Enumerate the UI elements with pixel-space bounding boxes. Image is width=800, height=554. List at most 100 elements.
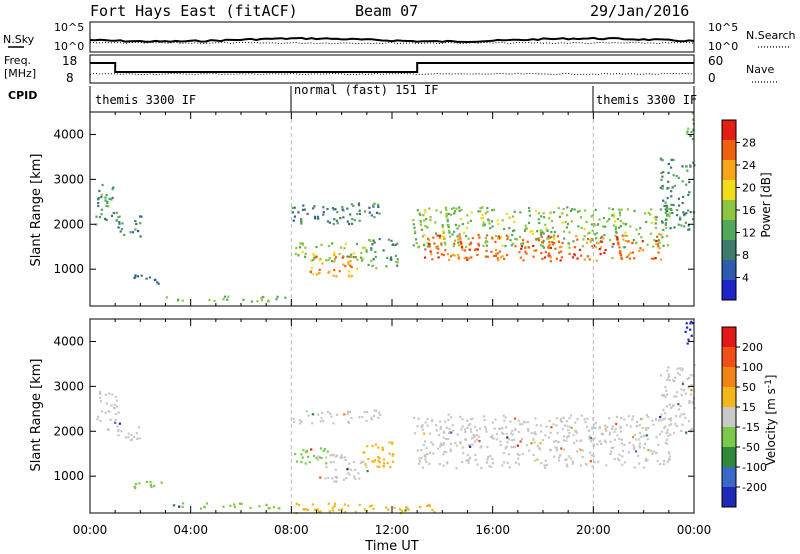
power-cell (374, 250, 377, 254)
power-cell (364, 246, 367, 249)
power-cell (365, 248, 368, 251)
power-cell (502, 227, 506, 231)
power-cell (501, 219, 504, 222)
power-cell (465, 234, 468, 238)
power-cell (664, 218, 667, 221)
power-cell (486, 210, 489, 213)
power-cell (457, 256, 460, 259)
power-cell (451, 233, 454, 236)
velocity-cell (418, 506, 422, 509)
power-cell (369, 239, 372, 242)
velocity-cell (456, 433, 459, 436)
velocity-cell (556, 432, 559, 435)
velocity-cell (333, 505, 336, 508)
velocity-cell (450, 431, 453, 434)
velocity-cell (502, 461, 506, 464)
power-cell (659, 157, 662, 160)
velocity-cell (335, 480, 338, 483)
velocity-cell (679, 367, 682, 370)
power-cell (120, 228, 124, 231)
power-cell (681, 180, 684, 183)
power-cell (687, 193, 690, 197)
velocity-cell (137, 426, 140, 429)
freq-label: Freq. (4, 54, 31, 67)
velocity-cell (679, 405, 682, 408)
power-cell (608, 207, 611, 210)
power-cell (444, 249, 447, 252)
velocity-cell (467, 459, 470, 462)
power-cell (318, 268, 321, 271)
power-cell (326, 207, 329, 211)
power-cell (632, 238, 635, 242)
velocity-cell (435, 424, 438, 427)
power-cell (665, 206, 668, 209)
power-cell (118, 222, 121, 225)
velocity-cell (600, 442, 603, 445)
velocity-cell (576, 418, 579, 421)
colorbar-swatch (722, 367, 736, 388)
power-cell (267, 299, 270, 302)
freq-panel: Freq. [MHz] 18 8 60 0 Nave (4, 54, 778, 85)
velocity-cell (657, 443, 660, 447)
velocity-cell (687, 338, 690, 341)
velocity-cell (549, 448, 552, 451)
power-cell (666, 213, 669, 216)
power-cell (501, 244, 504, 247)
power-cell (375, 211, 379, 214)
velocity-cell (136, 437, 139, 440)
power-cell (322, 210, 325, 214)
velocity-cell (617, 457, 620, 460)
power-cell (468, 243, 471, 246)
power-cell (139, 222, 142, 225)
velocity-cell (428, 504, 431, 508)
power-cell (588, 258, 591, 261)
power-cell (568, 243, 571, 246)
velocity-cell (301, 456, 304, 459)
velocity-cell (484, 427, 487, 430)
velocity-cell (431, 418, 434, 422)
velocity-cell (690, 427, 694, 430)
power-cell (465, 226, 468, 229)
power-cell (392, 243, 395, 246)
power-cell (118, 221, 121, 224)
velocity-cell (367, 458, 370, 461)
velocity-cell (532, 453, 535, 457)
power-cell (686, 132, 689, 135)
power-cell (459, 238, 462, 241)
power-cell (611, 214, 614, 217)
power-cell (653, 216, 656, 219)
power-cell (435, 209, 438, 212)
velocity-cell (676, 372, 679, 375)
power-cell (365, 250, 368, 253)
velocity-cell (442, 436, 445, 439)
velocity-cell (460, 428, 463, 431)
power-cell (683, 225, 686, 228)
velocity-cell (526, 427, 530, 431)
power-cell (346, 220, 349, 223)
power-cell (423, 244, 426, 247)
velocity-cell (636, 454, 640, 457)
power-cell (396, 264, 399, 267)
power-cell (691, 112, 694, 115)
velocity-cell (389, 466, 392, 469)
power-cell (587, 238, 590, 241)
velocity-cell (373, 414, 376, 417)
velocity-cell (328, 510, 331, 513)
velocity-cell (363, 410, 366, 414)
power-cell (480, 217, 483, 220)
power-cell (426, 242, 429, 245)
velocity-cell (562, 435, 565, 438)
power-cell (481, 224, 485, 227)
nsky-label: N.Sky (3, 33, 35, 46)
velocity-cell (330, 415, 333, 418)
velocity-cell (363, 451, 366, 454)
power-cell (477, 210, 480, 213)
power-cell (347, 262, 350, 266)
velocity-region (133, 480, 163, 490)
power-cell (453, 210, 457, 213)
x-tick-label: 04:00 (173, 523, 208, 537)
power-cell (618, 226, 621, 229)
velocity-cell (393, 506, 396, 509)
power-cell (617, 243, 620, 246)
